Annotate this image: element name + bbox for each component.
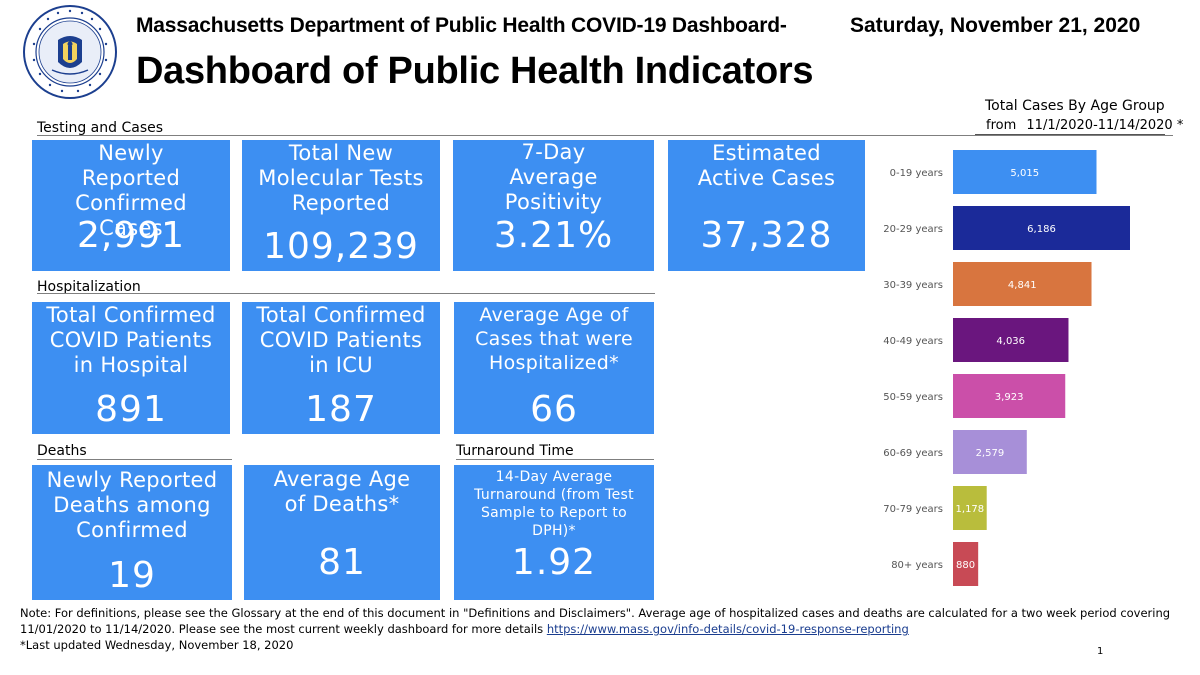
section-divider-testing bbox=[37, 135, 1173, 136]
card-value: 109,239 bbox=[263, 226, 419, 267]
chart-bar bbox=[953, 150, 1097, 194]
card-value: 2,991 bbox=[76, 215, 186, 256]
page-title: Dashboard of Public Health Indicators bbox=[136, 50, 814, 92]
chart-title: Total Cases By Age Group bbox=[985, 98, 1165, 114]
card-label: 14-Day Average Turnaround (from Test Sam… bbox=[474, 469, 634, 539]
card-label: 7-Day Average Positivity bbox=[504, 140, 603, 214]
card-new-deaths: Newly Reported Deaths among Confirmed 19 bbox=[32, 465, 232, 600]
chart-value-label: 4,036 bbox=[996, 336, 1025, 347]
chart-category-label: 60-69 years bbox=[883, 448, 943, 459]
chart-category-label: 80+ years bbox=[891, 560, 943, 571]
section-divider-turnaround bbox=[456, 459, 654, 460]
chart-value-label: 4,841 bbox=[1008, 280, 1037, 291]
definitions-note: Note: For definitions, please see the Gl… bbox=[20, 605, 1180, 637]
card-value: 187 bbox=[305, 389, 377, 430]
card-value: 19 bbox=[108, 555, 156, 596]
card-turnaround: 14-Day Average Turnaround (from Test Sam… bbox=[454, 465, 654, 600]
section-label-testing: Testing and Cases bbox=[37, 120, 164, 136]
dashboard-top-title: Massachusetts Department of Public Healt… bbox=[136, 14, 787, 37]
chart-category-label: 40-49 years bbox=[883, 336, 943, 347]
chart-subtitle-range: 11/1/2020-11/14/2020 * bbox=[1026, 118, 1184, 133]
chart-bar bbox=[953, 262, 1092, 306]
section-label-deaths: Deaths bbox=[37, 443, 87, 459]
section-label-hospitalization: Hospitalization bbox=[37, 279, 141, 295]
card-label: Newly Reported Confirmed Cases bbox=[75, 141, 187, 240]
chart-category-label: 20-29 years bbox=[883, 224, 943, 235]
note-text: Note: For definitions, please see the Gl… bbox=[20, 606, 1171, 636]
chart-value-label: 6,186 bbox=[1027, 224, 1056, 235]
chart-category-label: 0-19 years bbox=[890, 168, 943, 179]
card-new-cases: Newly Reported Confirmed Cases 2,991 bbox=[32, 140, 230, 271]
chart-bar bbox=[953, 318, 1069, 362]
section-divider-hospitalization bbox=[37, 293, 655, 294]
card-value: 81 bbox=[318, 542, 366, 583]
card-label: Estimated Active Cases bbox=[697, 141, 836, 190]
state-seal-logo bbox=[22, 4, 118, 100]
covid-reporting-link[interactable]: https://www.mass.gov/info-details/covid-… bbox=[546, 622, 909, 636]
card-avg-age-hospitalized: Average Age of Cases that were Hospitali… bbox=[454, 302, 654, 434]
card-active-cases: Estimated Active Cases 37,328 bbox=[668, 140, 865, 271]
section-label-turnaround: Turnaround Time bbox=[456, 443, 574, 459]
section-divider-deaths bbox=[37, 459, 232, 460]
card-label: Average Age of Cases that were Hospitali… bbox=[475, 304, 633, 374]
chart-value-label: 3,923 bbox=[995, 392, 1024, 403]
chart-bar bbox=[953, 430, 1027, 474]
card-positivity: 7-Day Average Positivity 3.21% bbox=[453, 140, 654, 271]
chart-bar bbox=[953, 206, 1130, 250]
card-label: Total Confirmed COVID Patients in Hospit… bbox=[46, 303, 216, 377]
chart-bar bbox=[953, 374, 1066, 418]
card-hospital-patients: Total Confirmed COVID Patients in Hospit… bbox=[32, 302, 230, 434]
chart-subtitle-prefix: from bbox=[986, 118, 1017, 133]
chart-value-label: 880 bbox=[956, 560, 975, 571]
card-label: Total New Molecular Tests Reported bbox=[258, 141, 424, 215]
chart-value-label: 5,015 bbox=[1010, 168, 1039, 179]
chart-category-label: 70-79 years bbox=[883, 504, 943, 515]
chart-category-label: 50-59 years bbox=[883, 392, 943, 403]
report-date: Saturday, November 21, 2020 bbox=[850, 14, 1141, 37]
card-value: 66 bbox=[530, 389, 578, 430]
page-number: 1 bbox=[1097, 646, 1104, 657]
last-updated-note: *Last updated Wednesday, November 18, 20… bbox=[20, 638, 294, 652]
card-value: 891 bbox=[95, 389, 167, 430]
card-label: Newly Reported Deaths among Confirmed bbox=[46, 468, 218, 542]
chart-value-label: 2,579 bbox=[976, 448, 1005, 459]
card-label: Average Age of Deaths* bbox=[273, 467, 411, 516]
card-new-tests: Total New Molecular Tests Reported 109,2… bbox=[242, 140, 440, 271]
age-group-bar-chart: 0-19 years 5,015 20-29 years 6,186 30-39 yea… bbox=[883, 150, 1130, 586]
chart-bar bbox=[953, 486, 987, 530]
chart-category-label: 30-39 years bbox=[883, 280, 943, 291]
card-avg-age-deaths: Average Age of Deaths* 81 bbox=[244, 465, 440, 600]
chart-subtitle-rule bbox=[975, 134, 1165, 135]
chart-value-label: 1,178 bbox=[956, 504, 985, 515]
chart-subtitle: from 11/1/2020-11/14/2020 * bbox=[986, 118, 1183, 133]
chart-bar bbox=[953, 542, 979, 586]
card-value: 1.92 bbox=[511, 542, 597, 583]
card-value: 3.21% bbox=[493, 215, 614, 256]
card-label: Total Confirmed COVID Patients in ICU bbox=[256, 303, 426, 377]
card-value: 37,328 bbox=[700, 215, 833, 256]
card-icu-patients: Total Confirmed COVID Patients in ICU 18… bbox=[242, 302, 440, 434]
